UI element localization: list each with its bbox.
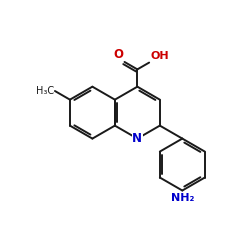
Text: NH₂: NH₂ bbox=[171, 194, 194, 203]
Text: H₃C: H₃C bbox=[36, 86, 54, 96]
Text: O: O bbox=[113, 48, 123, 61]
Text: N: N bbox=[132, 132, 142, 145]
Text: OH: OH bbox=[150, 51, 169, 61]
